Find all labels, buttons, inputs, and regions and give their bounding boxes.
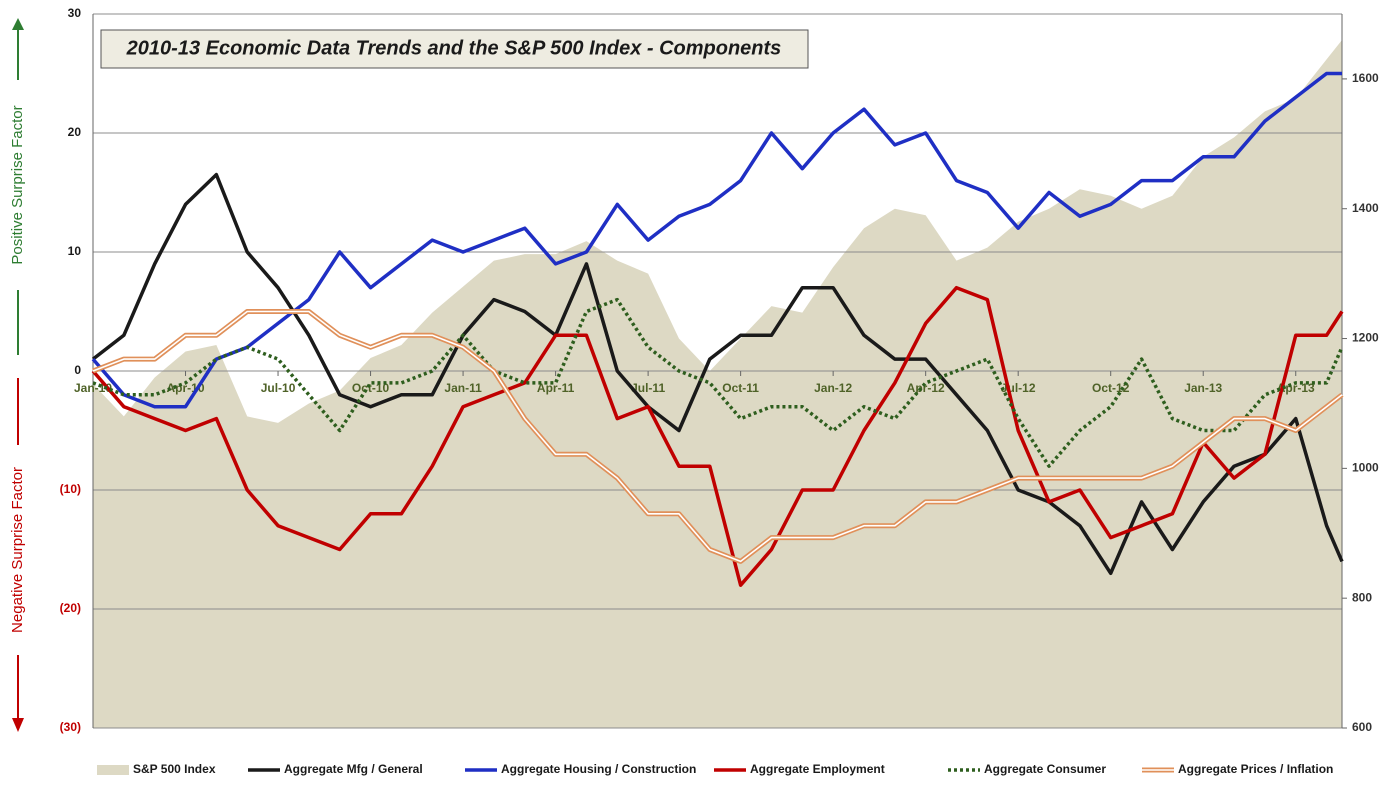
legend-label: Aggregate Consumer — [984, 762, 1106, 776]
y-label-positive: Positive Surprise Factor — [9, 105, 26, 264]
x-tick-label: Oct-12 — [1092, 381, 1130, 395]
x-tick-label: Jan-13 — [1184, 381, 1222, 395]
label-bg — [8, 445, 28, 655]
line-inner — [92, 310, 1343, 563]
y-label-negative: Negative Surprise Factor — [9, 467, 26, 633]
x-tick-label: Oct-11 — [722, 381, 759, 395]
y-tick-label: (20) — [60, 601, 81, 615]
y-tick-label: 0 — [74, 363, 81, 377]
legend-swatch — [97, 765, 129, 775]
line — [92, 297, 1344, 468]
x-tick-label: Jul-11 — [631, 381, 665, 395]
legend-label: Aggregate Mfg / General — [284, 762, 423, 776]
line — [91, 172, 1344, 576]
legend-label: Aggregate Employment — [750, 762, 885, 776]
y-tick-label: (30) — [60, 720, 81, 734]
positive-arrowhead — [12, 18, 24, 30]
negative-arrowhead — [12, 718, 24, 732]
chart-title: 2010-13 Economic Data Trends and the S&P… — [126, 37, 782, 59]
y2-tick-label: 1200 — [1352, 331, 1379, 345]
y-tick-label: 30 — [68, 6, 82, 20]
y-tick-label: 20 — [68, 125, 82, 139]
y2-tick-label: 600 — [1352, 720, 1372, 734]
x-tick-label: Oct-10 — [352, 381, 390, 395]
label-bg — [8, 80, 28, 290]
legend-label: Aggregate Housing / Construction — [501, 762, 696, 776]
x-tick-label: Apr-12 — [907, 381, 945, 395]
y-tick-label: (10) — [60, 482, 81, 496]
y2-tick-label: 800 — [1352, 590, 1372, 604]
x-tick-label: Apr-13 — [1277, 381, 1315, 395]
y2-tick-label: 1600 — [1352, 71, 1379, 85]
x-tick-label: Jan-11 — [444, 381, 482, 395]
x-tick-label: Jul-10 — [261, 381, 296, 395]
x-tick-label: Jan-12 — [814, 381, 852, 395]
x-tick-label: Apr-11 — [537, 381, 575, 395]
line — [91, 71, 1342, 409]
legend: S&P 500 Index Aggregate Mfg / General Aggr… — [97, 762, 1333, 776]
area — [93, 39, 1342, 729]
title-box — [100, 29, 809, 69]
plot-area: 30 20 10 0 (10) (20) (30) 600 800 1000 1200 1400 160… — [60, 6, 1379, 734]
legend-label: S&P 500 Index — [133, 762, 216, 776]
y-tick-label: 10 — [68, 244, 82, 258]
line — [91, 285, 1344, 587]
y2-tick-label: 1000 — [1352, 461, 1379, 475]
legend-label: Aggregate Prices / Inflation — [1178, 762, 1333, 776]
y2-tick-label: 1400 — [1352, 201, 1379, 215]
